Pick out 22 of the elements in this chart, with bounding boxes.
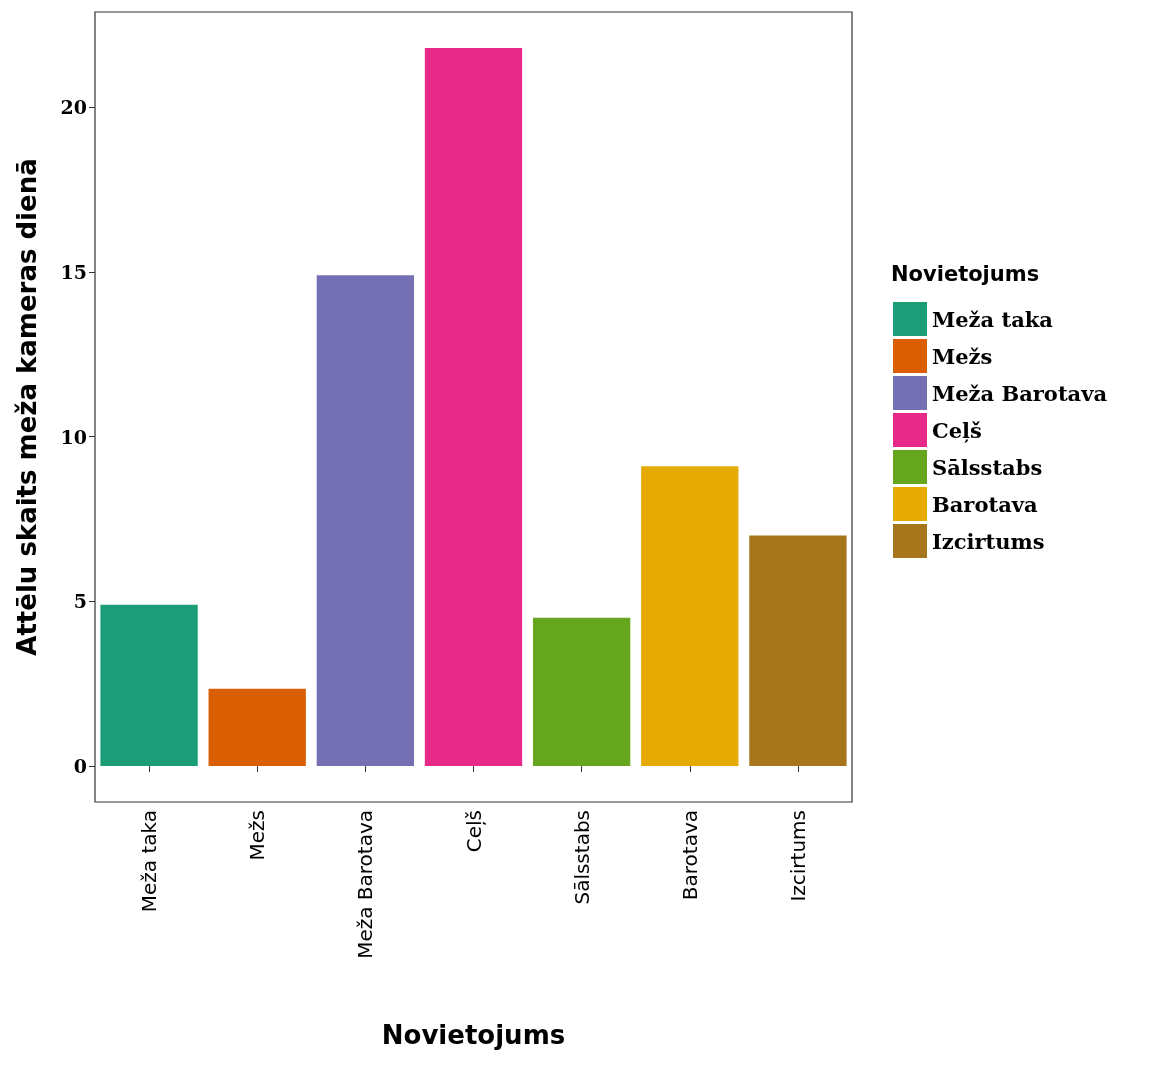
legend-label: Mežs	[932, 343, 993, 369]
y-tick-label: 10	[60, 425, 87, 448]
x-tick-label: Meža taka	[137, 810, 162, 913]
legend-label: Meža taka	[932, 306, 1054, 332]
x-tick-label: Ceļš	[461, 810, 486, 853]
x-tick-label: Barotava	[677, 810, 702, 901]
legend-label: Izcirtums	[932, 528, 1045, 554]
y-axis-title: Attēlu skaits meža kameras dienā	[12, 158, 42, 656]
legend-label: Ceļš	[932, 417, 982, 443]
legend-label: Meža Barotava	[932, 380, 1108, 406]
y-tick-label: 20	[60, 96, 87, 119]
x-tick-label: Izcirtums	[785, 810, 810, 902]
legend-label: Barotava	[932, 491, 1038, 517]
y-tick-label: 15	[60, 260, 87, 283]
y-tick-label: 0	[73, 755, 87, 778]
legend-title: Novietojums	[891, 261, 1040, 286]
x-axis-title: Novietojums	[381, 1020, 566, 1050]
y-tick-label: 5	[73, 590, 87, 613]
legend-label: Sālsstabs	[932, 454, 1043, 480]
x-tick-label: Mežs	[245, 810, 270, 861]
x-tick-label: Meža Barotava	[353, 810, 378, 959]
x-tick-label: Sālsstabs	[569, 810, 594, 905]
